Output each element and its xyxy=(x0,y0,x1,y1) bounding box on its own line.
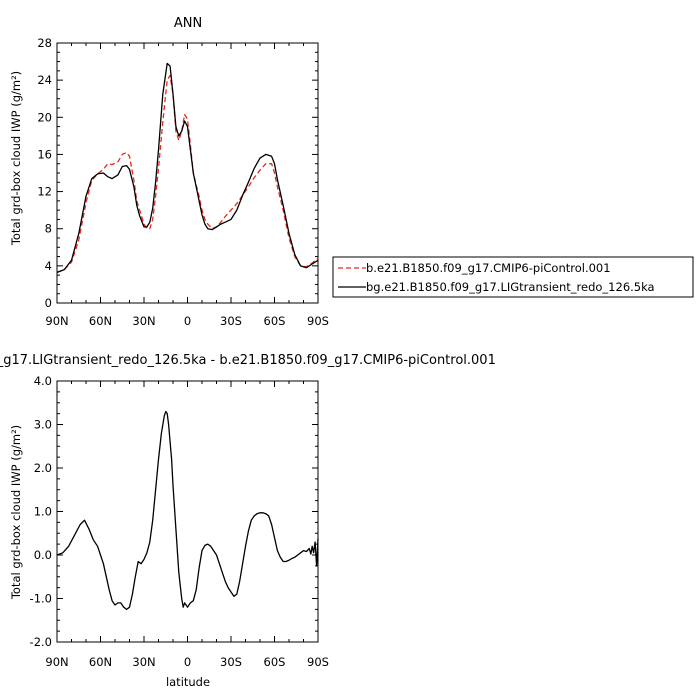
bottom-x-axis-title: latitude xyxy=(166,675,210,689)
x-tick-label: 30N xyxy=(132,655,155,669)
y-tick-label: 16 xyxy=(37,147,52,161)
top-panel-title: ANN xyxy=(174,16,202,31)
x-tick-label: 0 xyxy=(184,314,191,328)
legend-box xyxy=(332,256,694,298)
y-tick-label: 24 xyxy=(37,73,52,87)
x-tick-label: 90N xyxy=(45,314,68,328)
top-panel: ANN 90N 60N 30N 0 30S 60S 90S 0 4 8 12 16 20 24 28 Tot… xyxy=(9,16,694,328)
top-y-axis-title: Total grd-box cloud IWP (g/m²) xyxy=(9,71,23,246)
plot-frame xyxy=(56,42,319,304)
y-tick-label: 4.0 xyxy=(34,374,52,388)
bottom-panel: bg.e21.B1850.f09_g17.LIGtransient_redo_1… xyxy=(0,353,496,689)
x-tick-label: 30N xyxy=(132,314,155,328)
series-line-1 xyxy=(56,62,319,274)
legend: b.e21.B1850.f09_g17.CMIP6-piControl.001 … xyxy=(332,256,694,298)
legend-label-control: b.e21.B1850.f09_g17.CMIP6-piControl.001 xyxy=(366,261,611,275)
y-tick-label: -1.0 xyxy=(30,592,52,606)
legend-label-lig: bg.e21.B1850.f09_g17.LIGtransient_redo_1… xyxy=(366,280,655,294)
y-tick-label: 1.0 xyxy=(34,505,52,519)
x-tick-label: 90S xyxy=(307,314,329,328)
y-tick-label: 4 xyxy=(45,259,52,273)
x-tick-label: 60N xyxy=(89,314,112,328)
y-tick-label: 12 xyxy=(37,185,52,199)
plot-frame xyxy=(56,380,319,643)
x-tick-label: 60N xyxy=(89,655,112,669)
x-tick-label: 30S xyxy=(220,655,242,669)
series-line-0 xyxy=(56,410,319,611)
y-tick-label: 0.0 xyxy=(34,548,52,562)
x-tick-label: 60S xyxy=(264,655,286,669)
x-tick-label: 90N xyxy=(45,655,68,669)
y-tick-label: 0 xyxy=(45,296,52,310)
y-tick-label: 20 xyxy=(37,110,52,124)
y-tick-label: 3.0 xyxy=(34,418,52,432)
x-tick-label: 60S xyxy=(264,314,286,328)
bottom-panel-title: bg.e21.B1850.f09_g17.LIGtransient_redo_1… xyxy=(0,353,496,368)
y-tick-label: 28 xyxy=(37,36,52,50)
y-tick-label: 8 xyxy=(45,222,52,236)
y-tick-label: 2.0 xyxy=(34,461,52,475)
x-tick-label: 0 xyxy=(184,655,191,669)
top-plot-area: 90N 60N 30N 0 30S 60S 90S 0 4 8 12 16 20 24 28 xyxy=(37,36,329,328)
x-tick-label: 90S xyxy=(307,655,329,669)
bottom-y-axis-title: Total grd-box cloud IWP (g/m²) xyxy=(9,425,23,600)
x-tick-label: 30S xyxy=(220,314,242,328)
bottom-plot-area: 90N 60N 30N 0 30S 60S 90S -2.0 -1.0 0.0 1.0 2.0 3.0 4… xyxy=(30,374,329,669)
y-tick-label: -2.0 xyxy=(30,635,52,649)
series-line-0 xyxy=(56,74,319,274)
